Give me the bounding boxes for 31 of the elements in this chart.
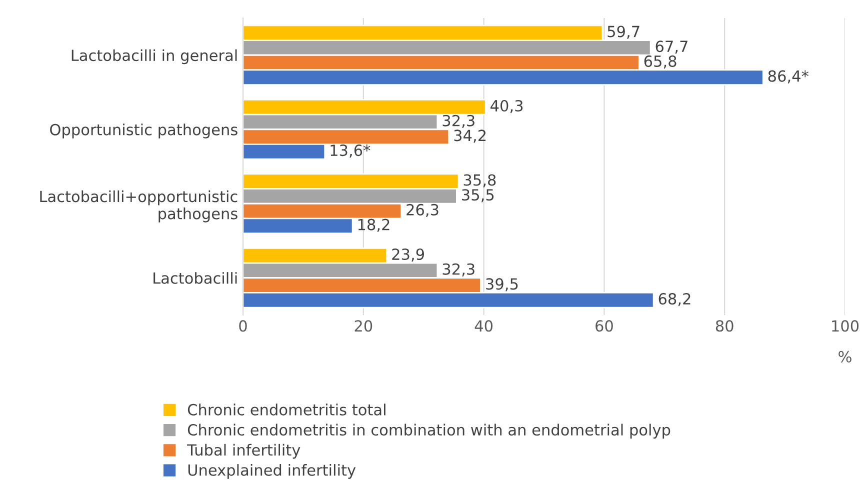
data-label: 35,8 (464, 174, 496, 188)
x-tick-label: 20 (354, 320, 372, 332)
x-tick-label: 40 (474, 320, 493, 332)
data-label: 26,3 (406, 204, 438, 218)
y-tick-label: Lactobacilli+opportunistic pathogens (40, 190, 238, 222)
data-label: 67,7 (656, 40, 688, 54)
data-label: 39,5 (486, 278, 518, 292)
legend-label: Chronic endometritis in combination with an endometrial polyp (188, 424, 670, 439)
y-tick-label: Lactobacilli in general (72, 49, 237, 64)
x-tick-label: 80 (716, 320, 734, 332)
data-label: 13,6* (330, 144, 370, 158)
data-label: 40,3 (490, 100, 523, 114)
data-label: 23,9 (392, 248, 424, 262)
data-label: 68,2 (658, 293, 690, 306)
data-label: 18,2 (358, 218, 390, 232)
x-tick-label: 60 (596, 320, 613, 332)
y-tick-label: Lactobacilli (154, 272, 237, 284)
data-label: 35,5 (462, 189, 494, 202)
legend-label: Unexplained infertility (188, 464, 356, 479)
data-label: 65,8 (644, 55, 676, 69)
x-tick-label: 100 (832, 320, 859, 332)
data-label: 32,3 (442, 114, 474, 128)
x-axis-title: % (838, 350, 852, 362)
data-label: 59,7 (608, 26, 640, 39)
legend-label: Chronic endometritis total (188, 404, 386, 416)
data-label: 86,4* (768, 70, 808, 84)
data-label: 34,2 (454, 130, 486, 143)
x-tick-label: 0 (239, 320, 247, 332)
data-label: 32,3 (442, 263, 474, 276)
y-tick-label: Opportunistic pathogens (50, 124, 238, 138)
legend-label: Tubal infertility (187, 444, 300, 459)
